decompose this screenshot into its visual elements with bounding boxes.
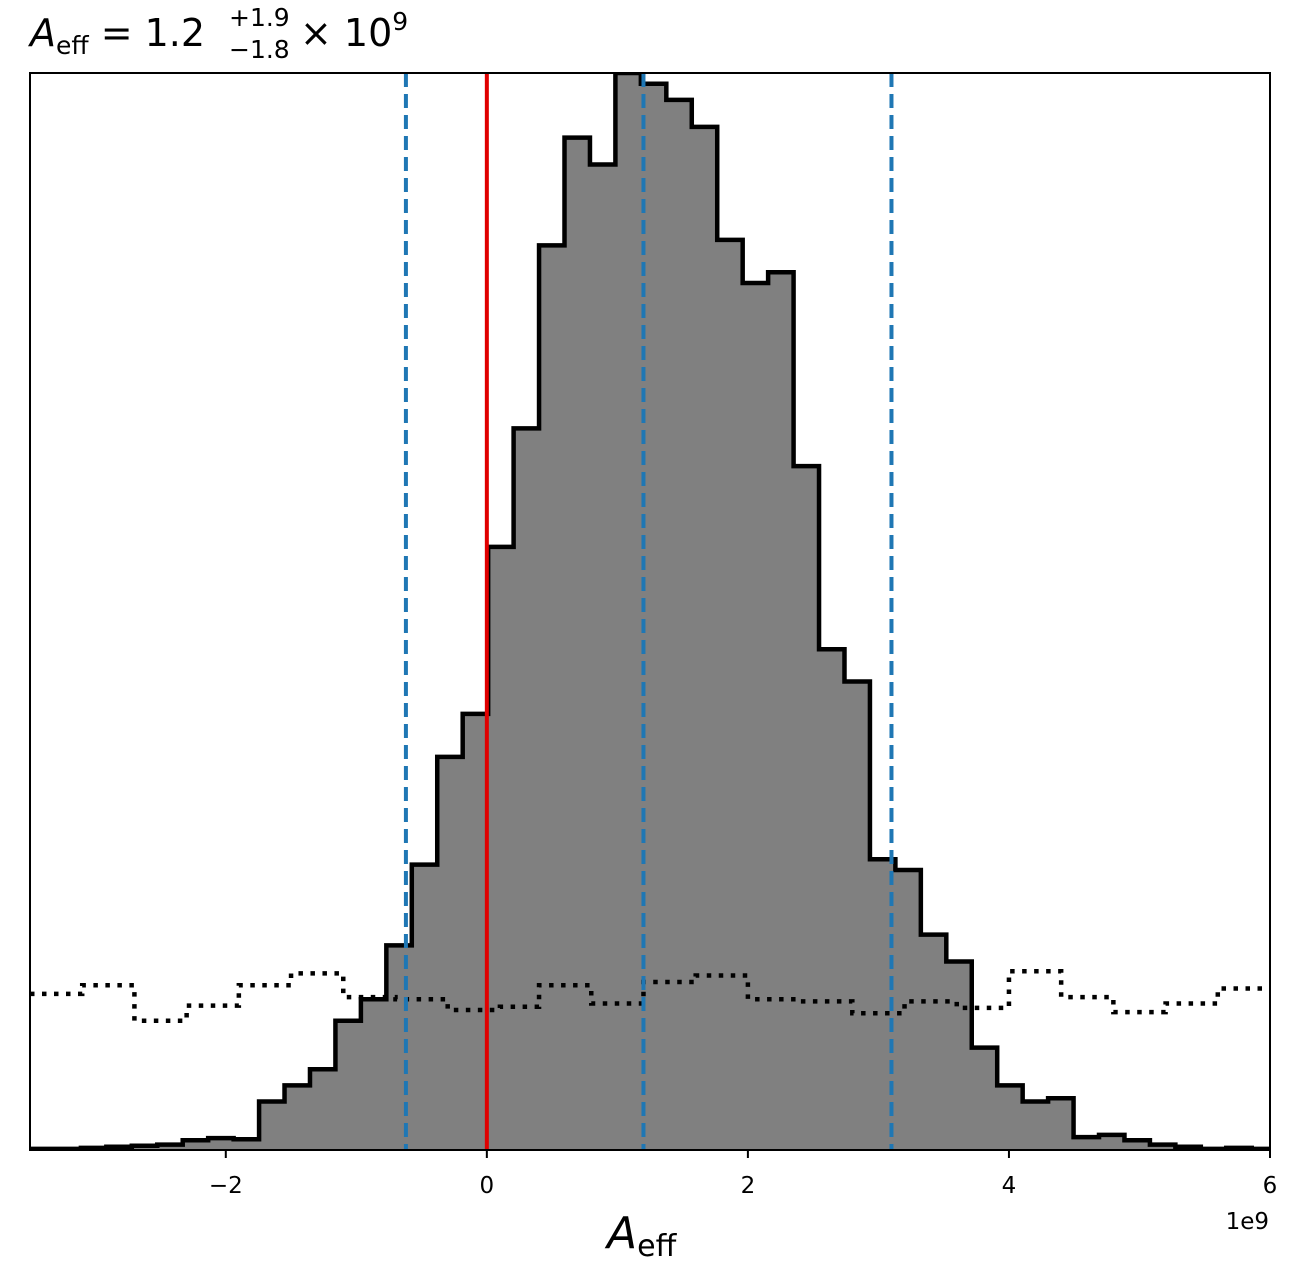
title-exponent: 9 [392,7,408,36]
posterior-bar [488,546,515,1150]
posterior-bar [895,869,922,1150]
posterior-bar [742,283,769,1150]
x-offset-label: 1e9 [1226,1209,1269,1235]
posterior-bar [539,245,566,1150]
plot-frame [29,72,1271,1151]
posterior-bar [793,466,820,1150]
posterior-bar [615,73,642,1150]
title-upper-error: +1.9 [229,3,290,32]
xlabel-subscript: eff [637,1229,677,1264]
posterior-bar [1073,1137,1100,1150]
posterior-bar [717,239,744,1150]
posterior-bar [768,272,795,1150]
xlabel-symbol: A [604,1208,637,1259]
x-tick-label: 6 [1263,1173,1278,1199]
posterior-bar [182,1140,209,1150]
posterior-bar [589,164,617,1150]
x-tick-label: −2 [209,1173,243,1199]
posterior-bar [920,934,947,1150]
posterior-bar [386,945,413,1150]
posterior-bar [411,864,438,1150]
posterior-bar [844,681,871,1150]
reference-lines [403,73,894,1150]
posterior-bar [462,713,489,1150]
title-multiplier: × 109 [300,7,408,55]
posterior-histogram [30,73,1270,1150]
posterior-bar [946,961,973,1150]
title-lower-error: −1.8 [229,35,290,64]
posterior-bar [997,1085,1024,1150]
title-multiplier-text: × 10 [300,11,392,55]
posterior-bar [640,83,667,1150]
title-value: = 1.2 [89,11,205,55]
posterior-bar [1048,1098,1075,1150]
posterior-bar [691,126,718,1150]
posterior-bar [157,1144,184,1150]
posterior-outline [30,73,1270,1150]
posterior-bar [284,1085,311,1150]
posterior-bar [259,1101,286,1150]
chart-title: Aeff = 1.2 [27,11,205,60]
posterior-bar [335,1020,362,1150]
x-tick-label: 2 [741,1173,756,1199]
x-axis-ticks: −2 0 2 4 6 [209,1150,1277,1199]
posterior-bar [1099,1134,1126,1150]
posterior-bar [666,99,693,1150]
posterior-bar [1124,1140,1151,1150]
posterior-bar [1149,1144,1176,1150]
x-tick-label: 0 [480,1173,495,1199]
posterior-bar [437,756,464,1150]
posterior-bar [360,999,387,1150]
posterior-bar [208,1138,235,1150]
posterior-bar [564,137,591,1150]
posterior-bar [309,1069,337,1150]
title-symbol-subscript: eff [56,31,89,60]
posterior-bar [819,649,846,1150]
posterior-bar [1022,1101,1049,1150]
title-symbol: A [27,11,56,55]
posterior-bar [233,1139,260,1150]
prior-histogram [30,968,1270,1024]
x-axis-label: Aeff [604,1208,678,1264]
x-tick-label: 4 [1002,1173,1017,1199]
posterior-bar [971,1047,998,1150]
posterior-bar [513,428,540,1150]
prior-outline [30,968,1270,1024]
